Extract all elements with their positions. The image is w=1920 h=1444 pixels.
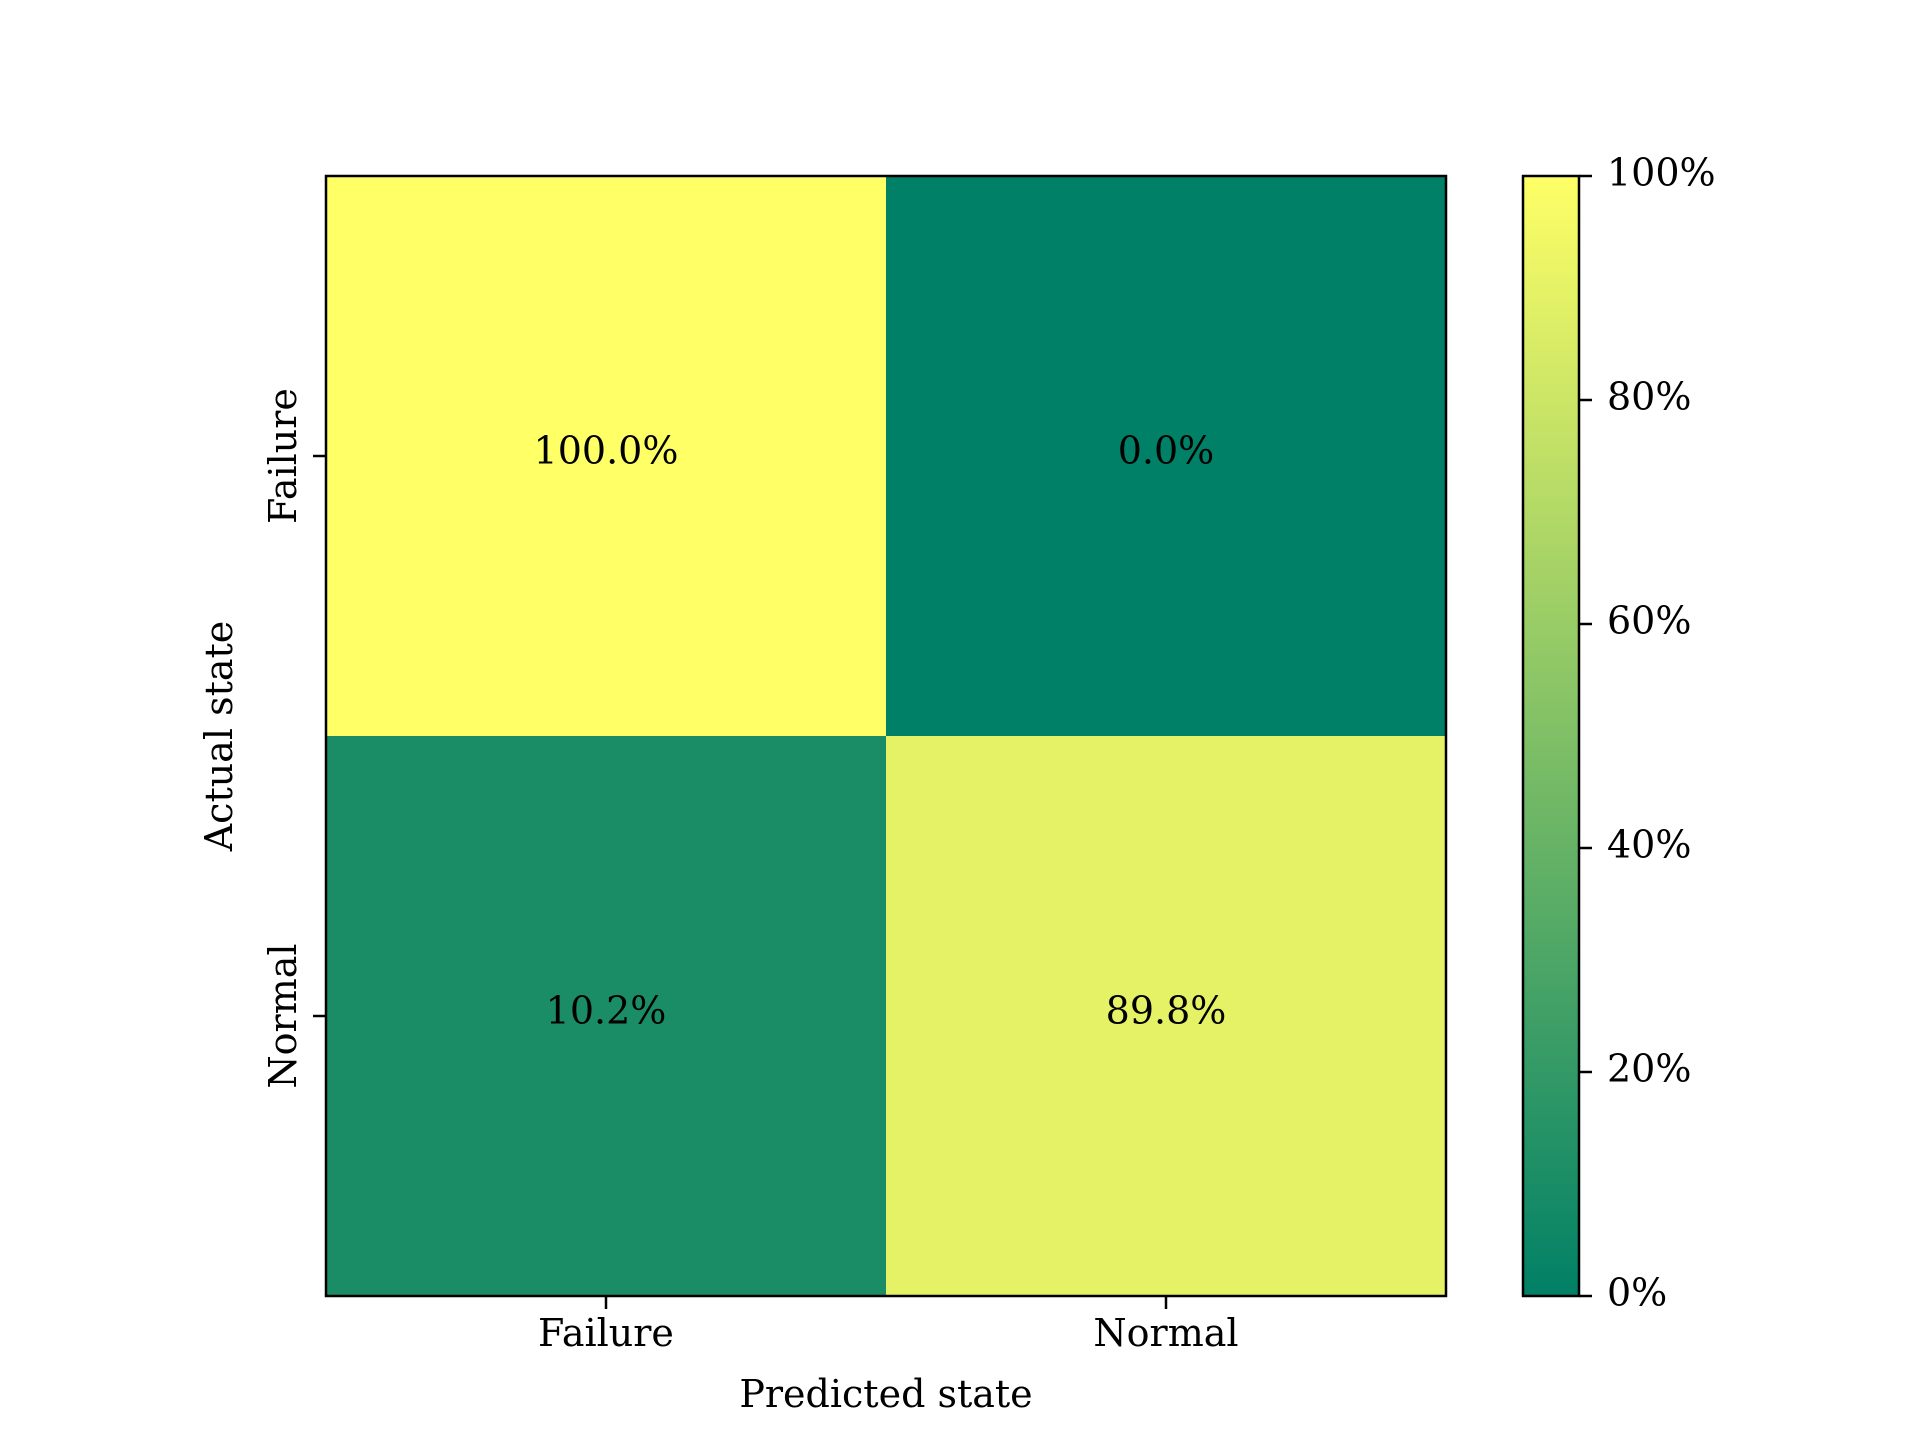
- cell-value-label: 10.2%: [546, 989, 667, 1033]
- heatmap-cell-normal-failure: [326, 736, 886, 1296]
- x-tick-label: Failure: [538, 1311, 674, 1355]
- x-tick-label: Normal: [1093, 1311, 1238, 1355]
- heatmap-cell-labels: 100.0% 0.0% 10.2% 89.8%: [534, 429, 1227, 1033]
- colorbar: [1521, 174, 1581, 1298]
- heatmap-cell-failure-failure: [326, 176, 886, 736]
- colorbar-tick-label: 100%: [1607, 151, 1716, 195]
- colorbar-tick-label: 0%: [1607, 1271, 1667, 1315]
- cell-value-label: 89.8%: [1106, 989, 1227, 1033]
- y-tick-label: Failure: [261, 388, 305, 524]
- x-axis-ticks: Failure Normal: [538, 1296, 1239, 1355]
- heatmap-cell-failure-normal: [886, 176, 1446, 736]
- plot-frame: [324, 174, 1448, 1298]
- colorbar-ticks: 0% 20% 40% 60% 80% 100%: [1579, 151, 1716, 1315]
- colorbar-tick-label: 20%: [1607, 1047, 1691, 1091]
- colorbar-tick-label: 80%: [1607, 375, 1691, 419]
- x-axis-label: Predicted state: [739, 1372, 1032, 1416]
- heatmap-cells: [326, 176, 1446, 1296]
- y-axis-ticks: Failure Normal: [261, 388, 326, 1089]
- cell-value-label: 100.0%: [534, 429, 679, 473]
- y-axis-label: Actual state: [197, 621, 241, 853]
- y-tick-label: Normal: [261, 943, 305, 1088]
- heatmap-cell-normal-normal: [886, 736, 1446, 1296]
- colorbar-tick-label: 40%: [1607, 823, 1691, 867]
- colorbar-tick-label: 60%: [1607, 599, 1691, 643]
- cell-value-label: 0.0%: [1118, 429, 1215, 473]
